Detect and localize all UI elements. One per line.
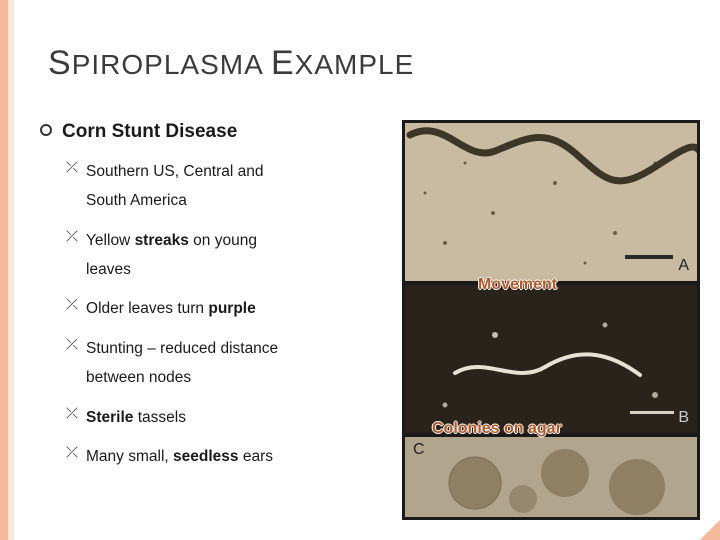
tilde-icon: ⤫: [66, 443, 78, 463]
subbullets: ⤫ Southern US, Central and South America…: [66, 157, 380, 472]
heading-text: Corn Stunt Disease: [62, 120, 237, 145]
accent-stripe: [0, 0, 8, 540]
heading-row: Corn Stunt Disease: [40, 120, 380, 145]
content-area: Corn Stunt Disease ⤫ Southern US, Centra…: [40, 120, 380, 482]
bullet-ring-icon: [40, 124, 52, 136]
slide-title: SPIROPLASMA EXAMPLE: [48, 44, 414, 83]
list-item: ⤫ Stunting – reduced distance between no…: [66, 334, 380, 393]
list-text: Southern US, Central and South America: [86, 157, 264, 216]
list-text: Stunting – reduced distance between node…: [86, 334, 278, 393]
list-item: ⤫ Yellow streaks on young leaves: [66, 226, 380, 285]
panel-b-label: B: [678, 409, 689, 427]
tilde-icon: ⤫: [66, 158, 78, 178]
panel-c-label: C: [413, 441, 425, 459]
t: Stunting – reduced distance: [86, 340, 278, 357]
tilde-icon: ⤫: [66, 227, 78, 247]
list-item: ⤫ Older leaves turn purple: [66, 294, 380, 323]
movement-darkfield-icon: [405, 285, 697, 433]
list-text: Sterile tassels: [86, 403, 186, 432]
t: ears: [239, 448, 273, 465]
title-cap-s: S: [48, 44, 72, 82]
title-cap-e: E: [271, 44, 295, 82]
panel-c: C: [405, 437, 697, 517]
t: on young: [189, 232, 257, 249]
t: between nodes: [86, 369, 191, 386]
list-text: Many small, seedless ears: [86, 442, 273, 471]
t: streaks: [135, 232, 189, 249]
panel-a-label: A: [678, 257, 689, 275]
tilde-icon: ⤫: [66, 335, 78, 355]
spiroplasma-worm-icon: [405, 123, 697, 281]
list-item: ⤫ Many small, seedless ears: [66, 442, 380, 471]
t: South America: [86, 192, 187, 209]
t: seedless: [173, 448, 239, 465]
t: Yellow: [86, 232, 135, 249]
title-piroplasma: PIROPLASMA: [72, 49, 271, 80]
t: Southern US, Central and: [86, 163, 264, 180]
list-item: ⤫ Sterile tassels: [66, 403, 380, 432]
title-xample: XAMPLE: [295, 49, 415, 80]
list-item: ⤫ Southern US, Central and South America: [66, 157, 380, 216]
list-text: Older leaves turn purple: [86, 294, 256, 323]
panel-b: B: [405, 285, 697, 433]
t: Sterile: [86, 409, 133, 426]
list-text: Yellow streaks on young leaves: [86, 226, 257, 285]
accent-stripe-light: [8, 0, 14, 540]
tilde-icon: ⤫: [66, 404, 78, 424]
tilde-icon: ⤫: [66, 295, 78, 315]
t: Many small,: [86, 448, 173, 465]
panel-a: A: [405, 123, 697, 281]
corner-accent-icon: [700, 520, 720, 540]
t: tassels: [133, 409, 186, 426]
t: leaves: [86, 261, 131, 278]
caption-movement: Movement: [478, 276, 557, 294]
caption-colonies: Colonies on agar: [432, 420, 562, 438]
colonies-icon: [405, 437, 697, 517]
t: purple: [208, 300, 255, 317]
micrograph-figure: A B C: [402, 120, 700, 520]
t: Older leaves turn: [86, 300, 208, 317]
